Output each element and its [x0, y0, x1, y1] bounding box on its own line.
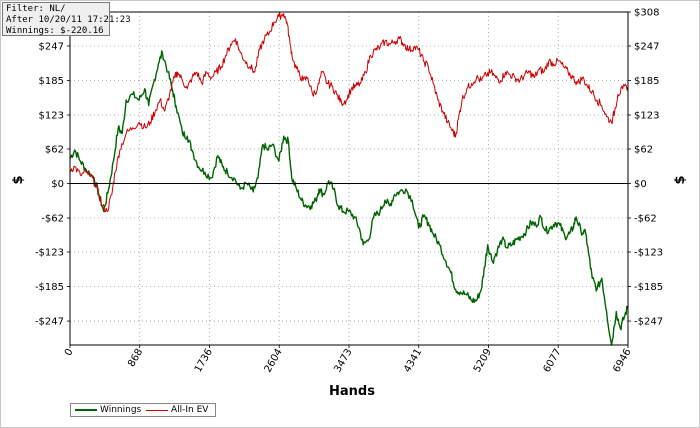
y-tick-label-right: $0 — [634, 179, 647, 190]
y-tick-label-right: $308 — [634, 8, 659, 19]
y-tick-label-right: $185 — [634, 76, 659, 87]
y-tick-label-right: -$123 — [634, 248, 663, 259]
legend-swatch-allin-ev — [146, 409, 168, 411]
y-tick-label-right: $123 — [634, 111, 659, 122]
legend-item-allin-ev: All-In EV — [146, 405, 208, 415]
after-date-text: After 10/20/11 17:21:23 — [6, 15, 131, 25]
x-tick-label: 868 — [126, 347, 145, 369]
y-tick-label-right: $247 — [634, 41, 659, 52]
x-tick-label: 4341 — [402, 347, 424, 375]
y-tick-label: $62 — [45, 144, 64, 155]
axes — [67, 11, 631, 348]
legend-label-winnings: Winnings — [100, 405, 142, 415]
y-tick-label: -$123 — [35, 248, 64, 259]
plot-background — [70, 12, 628, 345]
y-tick-label: $0 — [51, 179, 64, 190]
winnings-text: Winnings: $-220.16 — [6, 26, 104, 36]
filter-text: Filter: NL/ — [6, 4, 66, 14]
grid-lines — [70, 11, 628, 345]
x-tick-label: 0 — [63, 347, 76, 358]
y-axis-title-right: $ — [673, 175, 688, 184]
filter-info-box: Filter: NL/ After 10/20/11 17:21:23 Winn… — [2, 2, 131, 36]
y-axis-title-left: $ — [11, 175, 26, 184]
series-line-winnings — [69, 50, 629, 346]
x-tick-label: 3473 — [332, 347, 354, 375]
y-tick-label-right: -$247 — [634, 317, 663, 328]
x-tick-label: 1736 — [193, 347, 215, 375]
y-tick-label: $185 — [39, 76, 64, 87]
x-axis-title: Hands — [329, 384, 375, 399]
y-tick-label: $247 — [39, 41, 64, 52]
y-tick-labels-left: -$247-$185-$123-$62$0$62$123$185$247$308 — [35, 8, 64, 328]
x-tick-label: 6077 — [542, 347, 564, 375]
y-tick-label: -$247 — [35, 317, 64, 328]
series-lines — [69, 11, 629, 346]
x-tick-label: 2604 — [263, 347, 285, 375]
y-tick-label: $123 — [39, 111, 64, 122]
legend-swatch-winnings — [75, 409, 97, 411]
y-tick-label-right: $62 — [634, 144, 653, 155]
y-tick-labels-right: -$247 -$185 -$123 -$62 $0 $62 $123 $185 $247 $308 — [634, 8, 663, 328]
x-tick-label: 6946 — [611, 347, 633, 375]
x-tick-labels: 0 868 1736 2604 3473 4341 5209 6077 6946 — [63, 347, 634, 375]
legend-label-allin-ev: All-In EV — [171, 405, 209, 415]
series-line-allin-ev — [69, 11, 629, 213]
legend: Winnings All-In EV — [70, 403, 216, 417]
x-tick-label: 5209 — [472, 347, 494, 375]
y-tick-label-right: -$62 — [634, 214, 657, 225]
y-tick-label-right: -$185 — [634, 282, 663, 293]
plot-area — [70, 12, 628, 345]
legend-item-winnings: Winnings — [75, 405, 141, 415]
y-tick-label: -$185 — [35, 282, 64, 293]
y-tick-label: -$62 — [41, 214, 64, 225]
